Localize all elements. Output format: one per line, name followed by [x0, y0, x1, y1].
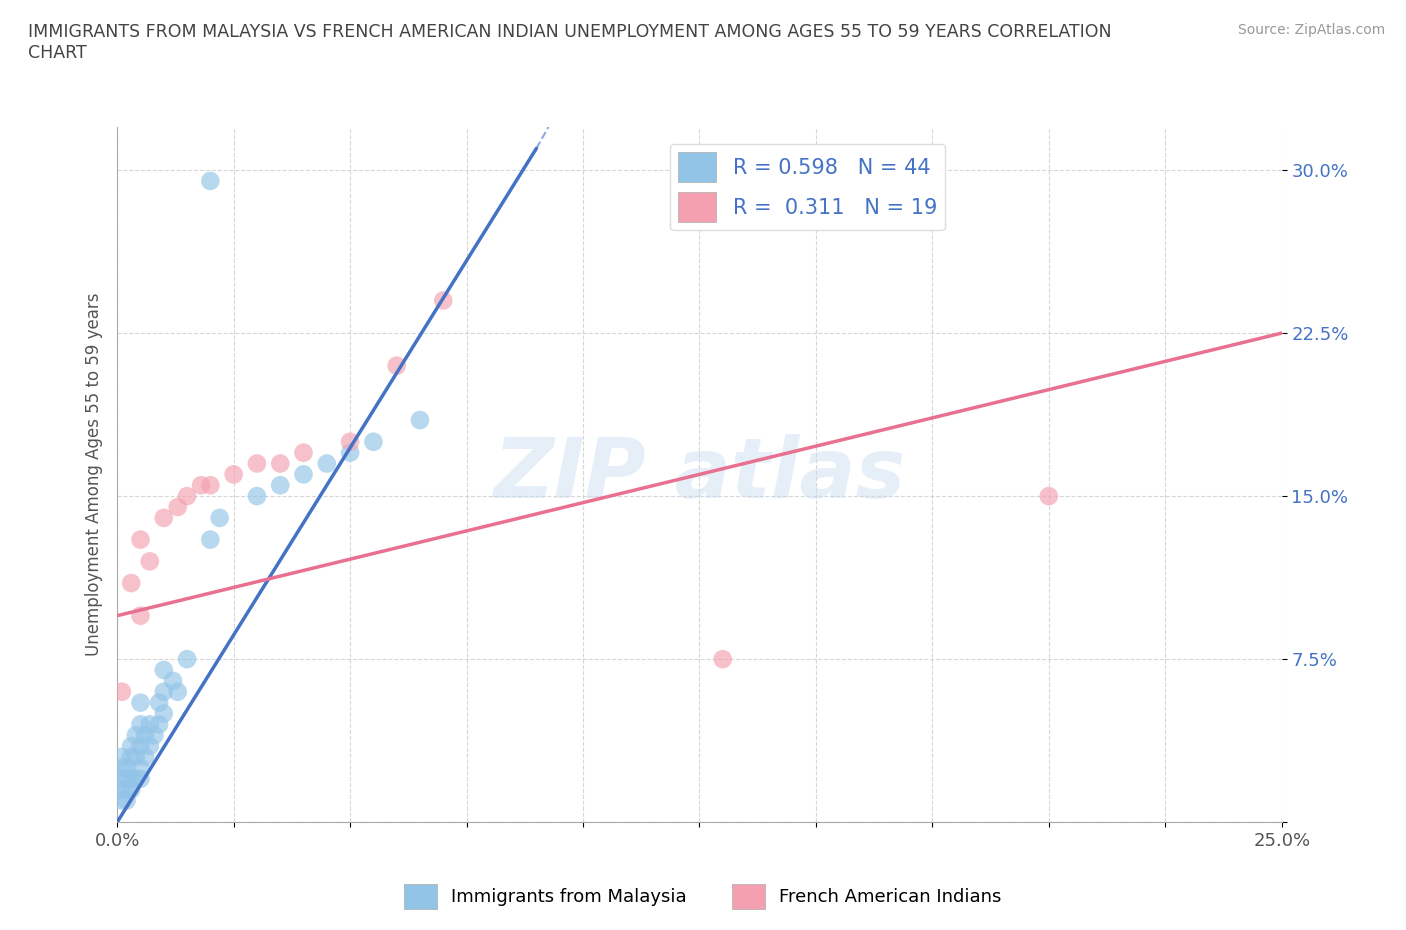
Point: [111, 793, 134, 808]
Point: [292, 467, 315, 482]
Point: [166, 684, 188, 699]
Point: [139, 717, 162, 732]
Point: [125, 728, 148, 743]
Point: [148, 696, 170, 711]
Point: [125, 750, 148, 764]
Point: [385, 358, 408, 373]
Point: [143, 728, 166, 743]
Point: [152, 706, 174, 721]
Point: [269, 456, 291, 471]
Point: [120, 782, 142, 797]
Point: [339, 434, 361, 449]
Y-axis label: Unemployment Among Ages 55 to 59 years: Unemployment Among Ages 55 to 59 years: [86, 293, 103, 657]
Legend: Immigrants from Malaysia, French American Indians: Immigrants from Malaysia, French America…: [398, 876, 1008, 916]
Point: [200, 478, 222, 493]
Point: [134, 728, 156, 743]
Point: [139, 554, 162, 569]
Point: [115, 761, 138, 776]
Text: IMMIGRANTS FROM MALAYSIA VS FRENCH AMERICAN INDIAN UNEMPLOYMENT AMONG AGES 55 TO: IMMIGRANTS FROM MALAYSIA VS FRENCH AMERI…: [28, 23, 1112, 62]
Point: [134, 750, 156, 764]
Point: [111, 782, 134, 797]
Point: [292, 445, 315, 460]
Point: [120, 576, 142, 591]
Point: [1038, 488, 1060, 503]
Point: [139, 738, 162, 753]
Text: ZIP atlas: ZIP atlas: [494, 434, 905, 515]
Point: [120, 738, 142, 753]
Point: [129, 771, 152, 786]
Point: [363, 434, 385, 449]
Point: [176, 488, 198, 503]
Point: [115, 782, 138, 797]
Point: [120, 750, 142, 764]
Point: [152, 511, 174, 525]
Point: [162, 673, 184, 688]
Point: [315, 456, 337, 471]
Text: Source: ZipAtlas.com: Source: ZipAtlas.com: [1237, 23, 1385, 37]
Point: [152, 662, 174, 677]
Point: [152, 684, 174, 699]
Point: [269, 478, 291, 493]
Point: [200, 174, 222, 189]
Point: [111, 684, 134, 699]
Point: [125, 771, 148, 786]
Point: [246, 456, 269, 471]
Point: [339, 445, 361, 460]
Point: [115, 793, 138, 808]
Point: [120, 771, 142, 786]
Point: [148, 717, 170, 732]
Point: [711, 652, 734, 667]
Point: [111, 771, 134, 786]
Point: [129, 761, 152, 776]
Point: [129, 717, 152, 732]
Point: [129, 738, 152, 753]
Point: [111, 750, 134, 764]
Point: [176, 652, 198, 667]
Point: [166, 499, 188, 514]
Point: [115, 771, 138, 786]
Point: [111, 761, 134, 776]
Point: [190, 478, 212, 493]
Point: [208, 511, 231, 525]
Legend: R = 0.598   N = 44, R =  0.311   N = 19: R = 0.598 N = 44, R = 0.311 N = 19: [671, 144, 945, 230]
Point: [129, 608, 152, 623]
Point: [200, 532, 222, 547]
Point: [246, 488, 269, 503]
Point: [222, 467, 245, 482]
Point: [129, 696, 152, 711]
Point: [409, 413, 432, 428]
Point: [432, 293, 454, 308]
Point: [129, 532, 152, 547]
